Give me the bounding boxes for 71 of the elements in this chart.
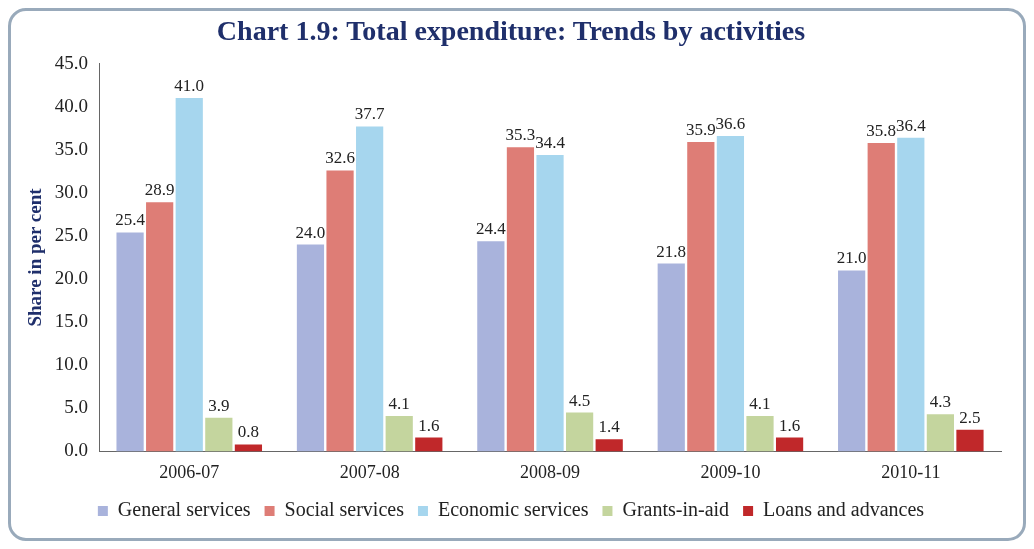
bar: [687, 142, 715, 452]
bar: [326, 170, 354, 452]
legend-label: Grants-in-aid: [622, 498, 730, 521]
x-tick-label: 2007-08: [339, 461, 400, 482]
data-label: 35.8: [866, 120, 897, 140]
legend-label: General services: [117, 498, 251, 521]
bar: [595, 439, 623, 452]
data-label: 2.5: [959, 407, 981, 427]
bar: [956, 429, 984, 452]
y-tick-label: 30.0: [54, 180, 89, 202]
data-label: 24.4: [475, 219, 507, 239]
bar: [536, 154, 564, 452]
data-label: 24.0: [295, 222, 326, 242]
data-label: 0.8: [237, 422, 260, 442]
data-label: 4.5: [568, 390, 591, 410]
data-label: 21.8: [656, 241, 687, 261]
data-label: 41.0: [174, 76, 205, 96]
data-label: 1.4: [598, 417, 621, 437]
y-tick-label: 5.0: [64, 396, 89, 418]
legend-label: Social services: [284, 498, 405, 521]
y-tick-label: 35.0: [54, 137, 89, 159]
bar: [356, 126, 384, 452]
bar: [566, 412, 594, 452]
bar: [296, 244, 325, 452]
y-tick-label: 20.0: [54, 267, 89, 289]
bar: [746, 416, 774, 452]
bar: [175, 98, 203, 452]
legend-label: Economic services: [437, 498, 589, 521]
bar: [477, 241, 505, 452]
y-tick-label: 45.0: [54, 51, 89, 73]
data-label: 37.7: [354, 104, 386, 124]
bar: [146, 202, 174, 452]
data-label: 36.4: [895, 115, 927, 135]
x-tick-label: 2009-10: [700, 461, 761, 482]
data-label: 34.4: [535, 132, 566, 152]
bar: [116, 232, 144, 452]
bar: [775, 437, 804, 452]
bar: [838, 270, 866, 452]
data-label: 32.6: [325, 148, 355, 168]
bar: [897, 137, 925, 452]
bar: [716, 135, 745, 452]
data-label: 1.6: [778, 415, 801, 435]
x-tick-label: 2010-11: [881, 461, 941, 482]
bar: [867, 142, 895, 452]
data-label: 4.1: [749, 394, 771, 414]
data-label: 28.9: [144, 180, 175, 200]
y-axis-title: Share in per cent: [24, 187, 46, 327]
bar: [415, 437, 443, 452]
data-label: 3.9: [208, 395, 230, 415]
data-label: 25.4: [115, 210, 146, 230]
y-tick-label: 10.0: [54, 353, 89, 375]
bar: [657, 263, 685, 452]
y-tick-label: 0.0: [64, 439, 89, 461]
data-label: 21.0: [836, 248, 867, 268]
data-label: 1.6: [418, 415, 440, 435]
data-label: 35.3: [505, 125, 536, 145]
data-label: 4.3: [929, 392, 952, 412]
legend-label: Loans and advances: [763, 498, 925, 521]
chart-title: Chart 1.9: Total expenditure: Trends by activities: [216, 15, 806, 47]
data-label: 36.6: [715, 113, 746, 133]
y-tick-label: 25.0: [54, 223, 89, 245]
x-tick-label: 2006-07: [159, 461, 220, 482]
bar: [385, 416, 413, 452]
bar: [205, 417, 233, 452]
y-tick-label: 15.0: [54, 310, 89, 332]
data-label: 4.1: [388, 394, 410, 414]
bar: [926, 414, 954, 452]
data-label: 35.9: [685, 119, 716, 139]
y-tick-label: 40.0: [54, 94, 89, 116]
bar: [506, 147, 535, 452]
x-tick-label: 2008-09: [520, 461, 581, 482]
